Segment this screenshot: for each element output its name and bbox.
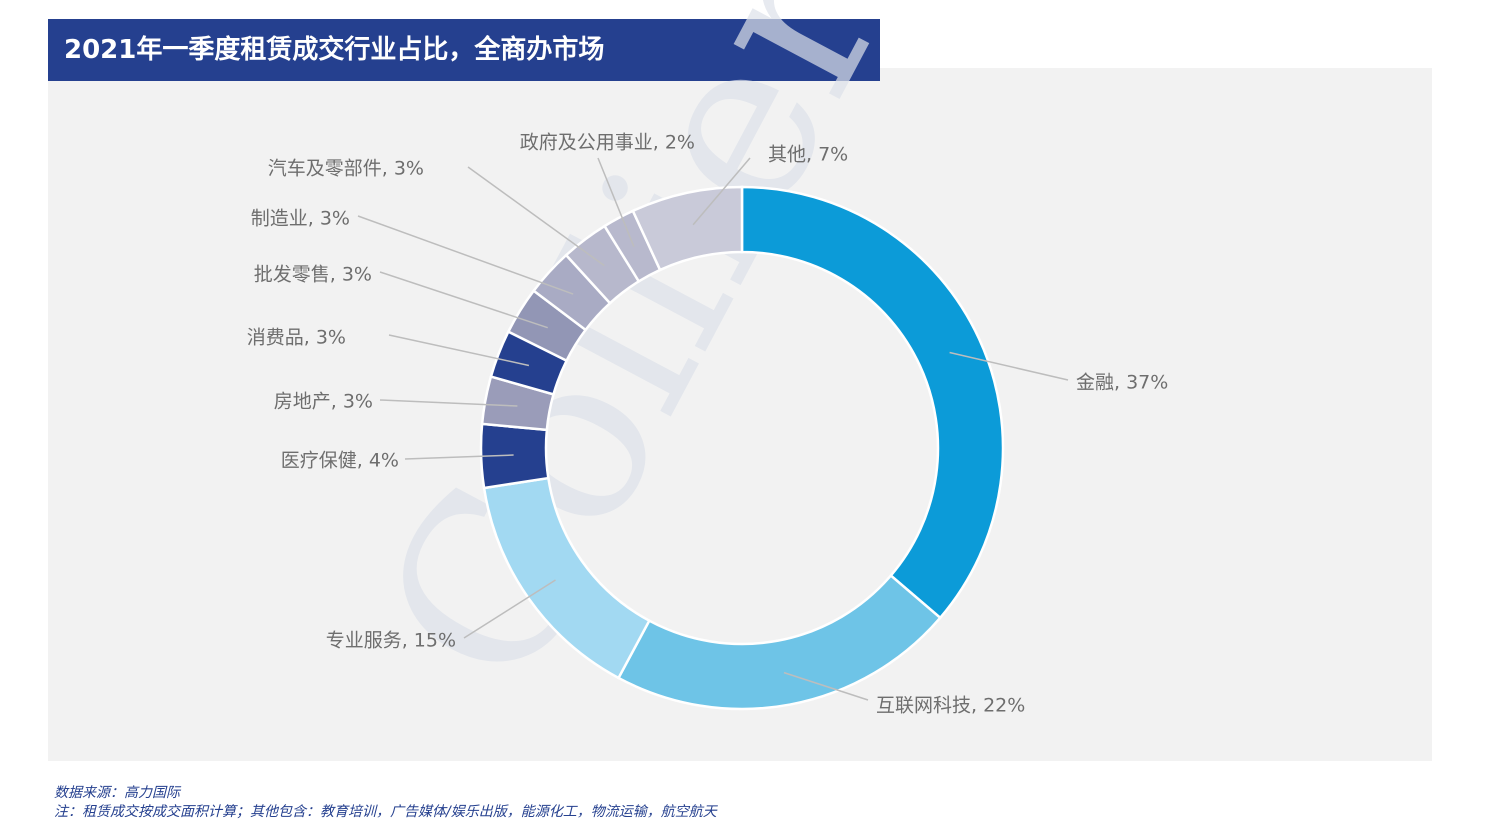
leader-lines-group bbox=[357, 157, 1069, 701]
source-note: 数据来源：高力国际 bbox=[54, 785, 180, 801]
slice-label-互联网科技: 互联网科技, 22% bbox=[876, 695, 1025, 717]
slice-label-批发零售: 批发零售, 3% bbox=[254, 264, 372, 286]
leader-line-制造业 bbox=[357, 215, 574, 295]
leader-line-金融 bbox=[949, 351, 1069, 381]
slice-label-房地产: 房地产, 3% bbox=[274, 391, 373, 413]
slices-group bbox=[479, 185, 1005, 711]
labels-group: 金融, 37% 互联网科技, 22% 专业服务, 15% 医疗保健, 4% 房地产, 3… bbox=[247, 132, 1169, 717]
footer: 数据来源：高力国际 注：租赁成交按成交面积计算；其他包含：教育培训，广告媒体/娱… bbox=[54, 784, 717, 822]
slice-label-政府及公用事业: 政府及公用事业, 2% bbox=[520, 132, 695, 154]
slice-互联网科技 bbox=[616, 573, 942, 711]
leader-line-政府及公用事业 bbox=[597, 157, 635, 247]
slice-label-消费品: 消费品, 3% bbox=[247, 327, 346, 349]
slice-label-汽车及零部件: 汽车及零部件, 3% bbox=[268, 158, 424, 180]
leader-line-专业服务 bbox=[463, 579, 556, 639]
chart-title: 2021年一季度租赁成交行业占比，全商办市场 bbox=[48, 19, 880, 81]
slice-金融 bbox=[740, 185, 1005, 620]
leader-line-房地产 bbox=[379, 399, 518, 407]
slice-其他 bbox=[631, 185, 744, 272]
slice-label-专业服务: 专业服务, 15% bbox=[326, 630, 456, 652]
leader-line-互联网科技 bbox=[783, 671, 869, 701]
slice-label-制造业: 制造业, 3% bbox=[251, 208, 350, 230]
leader-line-批发零售 bbox=[379, 271, 548, 329]
leader-line-医疗保健 bbox=[404, 454, 514, 460]
footnote: 注：租赁成交按成交面积计算；其他包含：教育培训，广告媒体/娱乐出版，能源化工，物… bbox=[54, 804, 717, 820]
leader-line-消费品 bbox=[388, 334, 530, 367]
slice-label-其他: 其他, 7% bbox=[768, 144, 848, 166]
leader-line-其他 bbox=[692, 157, 751, 226]
leader-line-汽车及零部件 bbox=[467, 166, 605, 267]
slice-label-金融: 金融, 37% bbox=[1076, 372, 1168, 394]
slice-label-医疗保健: 医疗保健, 4% bbox=[281, 450, 399, 472]
